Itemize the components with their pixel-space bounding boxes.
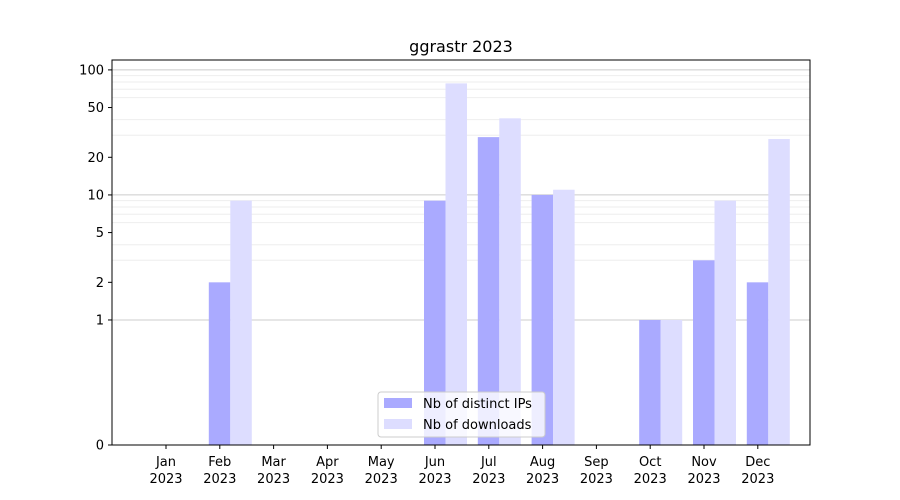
x-tick-label: 2023 <box>580 472 613 487</box>
x-tick-label: 2023 <box>634 472 667 487</box>
bar-downloads <box>230 200 252 445</box>
bar-distinct-ips <box>424 200 446 445</box>
x-tick-label: 2023 <box>203 472 236 487</box>
x-tick-label: Jul <box>480 455 497 470</box>
x-tick-label: Mar <box>261 455 286 470</box>
x-tick-label: Nov <box>691 455 717 470</box>
legend-swatch <box>384 398 412 408</box>
chart-title: ggrastr 2023 <box>409 37 513 56</box>
y-tick-label: 5 <box>96 226 104 241</box>
y-tick-label: 0 <box>96 439 104 454</box>
legend-swatch <box>384 419 412 429</box>
y-tick-label: 10 <box>87 188 104 203</box>
legend: Nb of distinct IPs Nb of downloads <box>377 391 546 438</box>
legend-label: Nb of downloads <box>423 418 532 433</box>
y-tick-label: 1 <box>96 313 104 328</box>
legend-label: Nb of distinct IPs <box>423 397 532 412</box>
x-tick-label: May <box>368 455 395 470</box>
x-tick-label: 2023 <box>472 472 505 487</box>
x-tick-label: 2023 <box>149 472 182 487</box>
y-tick-label: 50 <box>87 101 104 116</box>
x-tick-label: 2023 <box>526 472 559 487</box>
y-axis: 0 1 2 5 10 20 50 100 <box>79 63 112 454</box>
x-axis: Jan 2023 Feb 2023 Mar 2023 Apr 2023 May 2023 Jun 20… <box>149 445 774 487</box>
bar-distinct-ips <box>531 194 554 445</box>
x-tick-label: 2023 <box>257 472 290 487</box>
legend-box <box>377 391 546 438</box>
bar-distinct-ips <box>639 319 661 445</box>
x-tick-label: 2023 <box>741 472 774 487</box>
bar-downloads <box>553 189 575 445</box>
bar-downloads <box>660 319 683 445</box>
bar-downloads <box>499 118 521 445</box>
x-tick-label: Dec <box>745 455 770 470</box>
bar-downloads <box>768 139 790 445</box>
x-tick-label: Aug <box>530 455 555 470</box>
x-tick-label: 2023 <box>311 472 344 487</box>
bar-distinct-ips <box>746 282 769 445</box>
y-tick-label: 20 <box>87 151 104 166</box>
bar-distinct-ips <box>477 137 500 445</box>
plot-frame <box>111 59 811 446</box>
x-tick-label: Feb <box>208 455 231 470</box>
x-tick-label: Jun <box>424 455 445 470</box>
x-tick-label: Jan <box>155 455 176 470</box>
bar-downloads <box>445 83 467 445</box>
x-tick-label: Oct <box>639 455 661 470</box>
bar-distinct-ips <box>208 282 231 445</box>
x-tick-label: 2023 <box>687 472 720 487</box>
y-tick-label: 100 <box>79 63 104 78</box>
bars <box>208 83 790 445</box>
bar-downloads <box>714 200 736 445</box>
bar-distinct-ips <box>693 260 715 445</box>
x-tick-label: Apr <box>316 455 339 470</box>
x-tick-label: 2023 <box>418 472 451 487</box>
y-tick-label: 2 <box>96 276 104 291</box>
x-tick-label: 2023 <box>365 472 398 487</box>
x-tick-label: Sep <box>584 455 609 470</box>
